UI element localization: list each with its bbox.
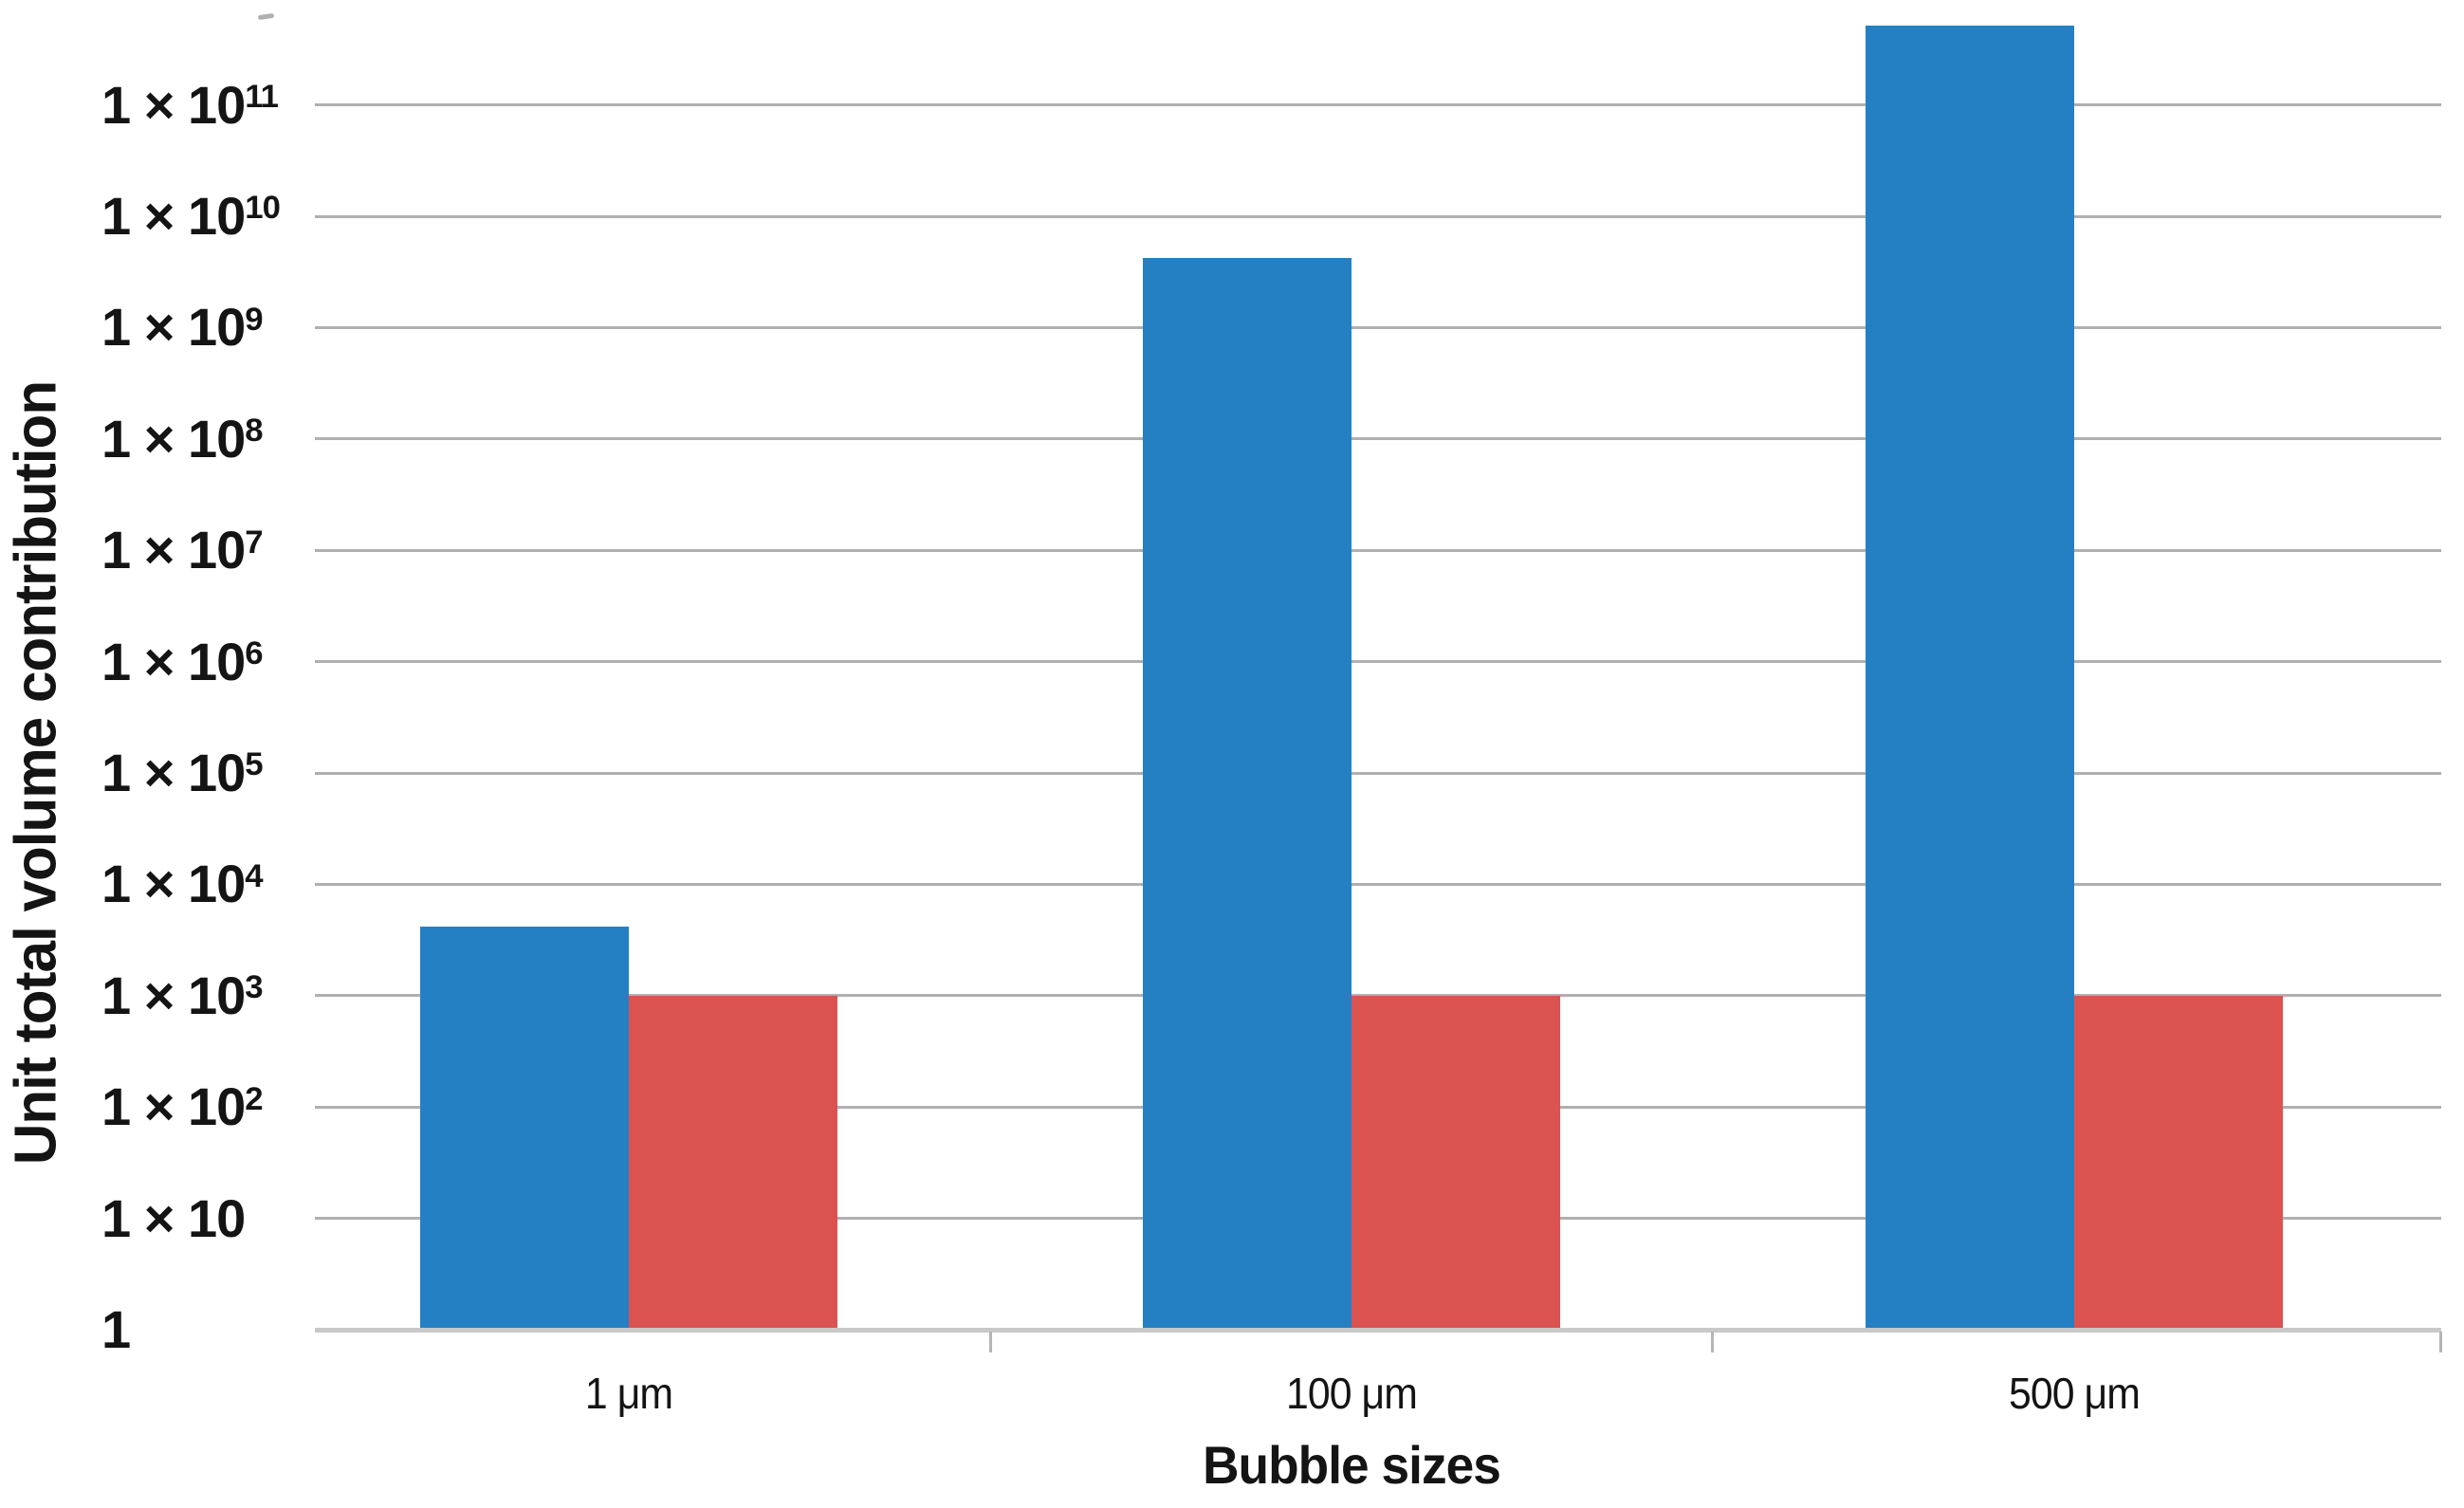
x-axis-tick-mark: [2439, 1332, 2442, 1352]
y-tick-label: 1 × 102: [101, 1076, 264, 1137]
bar-series-red-100μm: [1352, 995, 1560, 1328]
gridline: [315, 660, 2441, 664]
x-axis-tick-mark: [1711, 1332, 1714, 1352]
y-tick-label: 1: [101, 1299, 131, 1359]
y-tick-label: 1 × 105: [101, 743, 264, 802]
y-tick-label: 1 × 1011: [101, 74, 279, 135]
gridline: [315, 325, 2441, 329]
x-axis-tick-mark: [989, 1332, 992, 1352]
gridline: [315, 548, 2441, 552]
gridline: [315, 771, 2441, 775]
x-axis-title: Bubble sizes: [1203, 1435, 1501, 1495]
y-tick-label: 1 × 108: [101, 408, 264, 469]
gridline: [315, 437, 2441, 441]
gridline: [315, 103, 2441, 107]
bar-series-red-500μm: [2074, 995, 2283, 1328]
y-tick-label: 1 × 107: [101, 520, 264, 580]
gridline: [315, 214, 2441, 218]
y-tick-label: 1 × 103: [101, 965, 264, 1025]
y-tick-label: 1 × 104: [101, 854, 264, 914]
y-tick-label: 1 × 1010: [101, 186, 281, 246]
stray-mark: [257, 12, 275, 21]
bar-series-blue-1μm: [420, 926, 629, 1328]
bar-series-red-1μm: [629, 995, 837, 1328]
y-tick-label: 1 × 109: [101, 297, 264, 358]
y-tick-label: 1 × 106: [101, 631, 264, 691]
x-tick-label: 500 μm: [2009, 1369, 2141, 1418]
x-tick-label: 1 μm: [584, 1369, 673, 1418]
bar-series-blue-100μm: [1143, 258, 1352, 1328]
y-tick-label: 1 × 10: [101, 1187, 246, 1248]
bar-series-blue-500μm: [1866, 25, 2074, 1328]
x-tick-label: 100 μm: [1286, 1369, 1418, 1418]
x-axis-line: [315, 1328, 2441, 1333]
y-axis-title: Unit total volume contribution: [3, 380, 69, 1166]
gridline: [315, 882, 2441, 886]
